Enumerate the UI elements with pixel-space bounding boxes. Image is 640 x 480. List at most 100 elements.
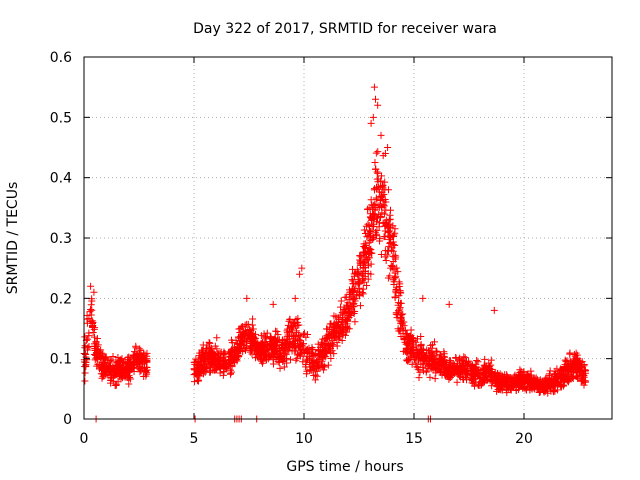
- data-point: [284, 331, 292, 339]
- data-point: [417, 333, 425, 341]
- data-point: [568, 360, 576, 368]
- data-point: [388, 262, 396, 270]
- data-point: [581, 369, 589, 377]
- data-point: [412, 359, 420, 367]
- data-point: [381, 247, 389, 255]
- data-point: [251, 354, 259, 362]
- data-point: [540, 385, 548, 393]
- data-point: [386, 215, 394, 223]
- data-point: [395, 307, 403, 315]
- grid-lines: [84, 57, 612, 419]
- data-point: [403, 340, 411, 348]
- data-point: [451, 369, 459, 377]
- data-point: [453, 378, 461, 386]
- data-point: [361, 264, 369, 272]
- data-point: [481, 366, 489, 374]
- data-point: [248, 343, 256, 351]
- data-point: [489, 378, 497, 386]
- data-point: [279, 345, 287, 353]
- data-point: [578, 358, 586, 366]
- data-point: [239, 334, 247, 342]
- data-point: [397, 289, 405, 297]
- data-point: [341, 293, 349, 301]
- data-point: [424, 361, 432, 369]
- data-point: [396, 300, 404, 308]
- data-point: [376, 237, 384, 245]
- data-point: [519, 375, 527, 383]
- data-point: [391, 255, 399, 263]
- data-point: [580, 362, 588, 370]
- data-point: [372, 95, 379, 103]
- data-point: [367, 196, 375, 204]
- data-point: [398, 320, 406, 328]
- data-point: [299, 340, 307, 348]
- data-point: [240, 345, 248, 353]
- data-point: [116, 357, 124, 365]
- data-point: [88, 306, 96, 314]
- data-point: [87, 317, 95, 325]
- data-point: [260, 330, 268, 338]
- data-point: [406, 332, 414, 340]
- data-point: [81, 350, 89, 358]
- data-point: [342, 317, 350, 325]
- data-point: [429, 363, 437, 371]
- data-point: [245, 329, 253, 337]
- data-point: [291, 294, 299, 302]
- data-point: [367, 270, 375, 278]
- data-point: [190, 378, 198, 386]
- data-point: [375, 219, 383, 227]
- data-point: [488, 370, 496, 378]
- data-point: [437, 355, 445, 363]
- data-point: [519, 383, 527, 391]
- data-points: [80, 83, 589, 423]
- data-point: [384, 247, 392, 255]
- data-point: [112, 366, 120, 374]
- data-point: [121, 358, 129, 366]
- data-point: [372, 232, 380, 240]
- data-point: [276, 364, 284, 372]
- data-point: [343, 324, 351, 332]
- data-point: [206, 362, 214, 370]
- x-axis-label: GPS time / hours: [286, 459, 403, 475]
- data-point: [226, 370, 234, 378]
- data-point: [386, 239, 394, 247]
- data-point: [458, 360, 466, 368]
- data-point: [493, 387, 501, 395]
- data-point: [362, 256, 370, 264]
- data-point: [338, 337, 346, 345]
- data-point: [407, 346, 415, 354]
- data-point: [92, 339, 100, 347]
- data-point: [295, 321, 303, 329]
- data-point: [263, 329, 271, 337]
- data-point: [324, 330, 332, 338]
- data-point: [419, 356, 427, 364]
- data-point: [372, 165, 380, 173]
- data-point: [502, 378, 510, 386]
- data-point: [291, 342, 299, 350]
- data-point: [125, 366, 133, 374]
- data-point: [132, 342, 140, 350]
- data-point: [249, 315, 257, 323]
- data-point: [331, 334, 339, 342]
- data-point: [204, 356, 212, 364]
- data-point: [431, 375, 439, 383]
- data-point: [422, 368, 430, 376]
- data-point: [385, 220, 393, 228]
- data-point: [118, 365, 126, 373]
- data-point: [257, 354, 265, 362]
- data-point: [130, 368, 138, 376]
- data-point: [490, 306, 498, 314]
- data-point: [229, 357, 237, 365]
- data-point: [496, 375, 504, 383]
- data-point: [90, 333, 98, 341]
- data-point: [233, 353, 241, 361]
- data-point: [125, 380, 133, 388]
- data-point: [237, 336, 245, 344]
- data-point: [355, 284, 363, 292]
- data-point: [579, 376, 587, 384]
- data-point: [109, 363, 117, 371]
- data-point: [580, 381, 588, 389]
- data-point: [408, 360, 416, 368]
- data-point: [307, 366, 315, 374]
- data-point: [570, 351, 578, 359]
